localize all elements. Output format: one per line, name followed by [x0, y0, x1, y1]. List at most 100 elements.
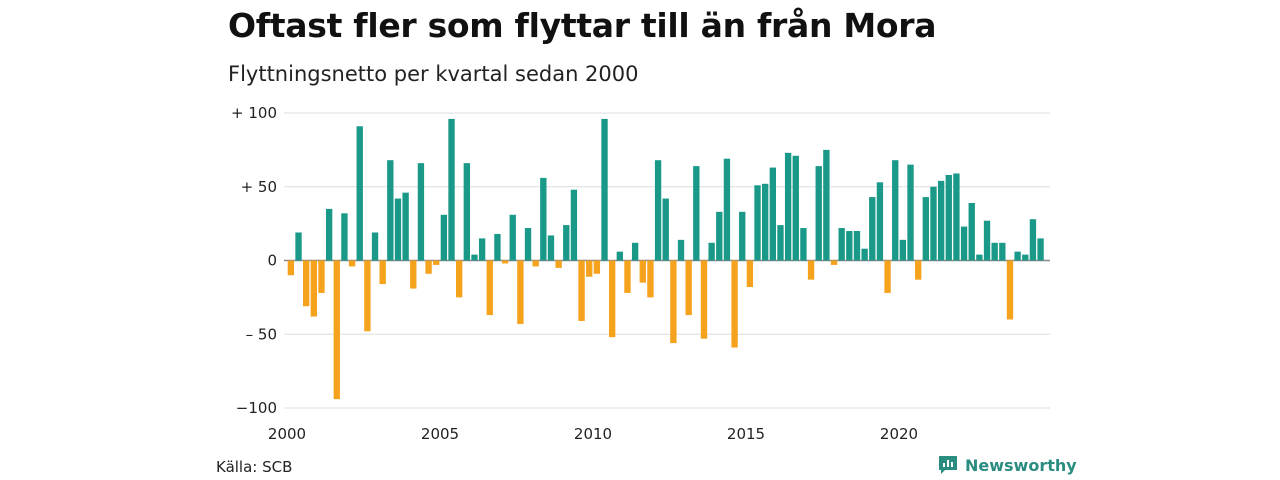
bar	[915, 260, 922, 280]
bar	[777, 225, 784, 261]
bar	[379, 260, 386, 285]
bar	[609, 260, 616, 338]
bar	[333, 260, 340, 400]
bar	[563, 225, 570, 261]
bar	[647, 260, 654, 298]
bar	[1022, 254, 1029, 261]
bar	[846, 231, 853, 261]
bar	[1014, 251, 1021, 261]
bar	[892, 160, 899, 261]
y-tick-label: −100	[236, 399, 277, 417]
bar	[624, 260, 631, 293]
bar	[945, 174, 952, 261]
bar	[800, 228, 807, 261]
bar	[433, 260, 440, 265]
bar	[509, 214, 516, 261]
bar	[517, 260, 524, 324]
bar	[746, 260, 754, 288]
bar	[547, 235, 555, 261]
bar	[815, 166, 822, 261]
y-tick-label: + 100	[231, 104, 277, 122]
bar	[440, 214, 448, 261]
bar	[410, 260, 417, 289]
bar	[639, 260, 646, 283]
bar	[348, 260, 356, 267]
bar	[723, 158, 731, 261]
y-tick-label: 0	[267, 252, 277, 270]
bar	[387, 160, 394, 261]
bar	[371, 232, 379, 261]
bar	[693, 166, 700, 261]
bar	[586, 260, 593, 277]
brand-logo: Newsworthy	[937, 454, 1077, 476]
bar	[601, 118, 608, 261]
bar	[968, 202, 975, 261]
bar	[295, 232, 302, 261]
bar	[670, 260, 677, 344]
bar	[631, 242, 639, 261]
bar	[708, 242, 715, 261]
bar	[739, 211, 746, 261]
bar	[570, 189, 578, 261]
bar	[999, 242, 1006, 261]
bar	[555, 260, 562, 268]
bar	[991, 242, 998, 261]
bar	[716, 211, 723, 261]
bar	[524, 228, 532, 261]
bar	[417, 163, 425, 261]
bar	[922, 197, 929, 261]
newsworthy-logo-icon	[939, 456, 957, 474]
bar	[677, 239, 685, 261]
bar	[463, 163, 470, 261]
source-note: Källa: SCB	[216, 458, 293, 476]
bar	[1029, 219, 1037, 261]
bar	[662, 198, 669, 261]
bar	[731, 260, 738, 348]
bar	[318, 260, 325, 293]
bar	[364, 260, 371, 332]
x-axis-labels: 2000 2005 2010 2015 2020	[268, 425, 918, 443]
bar	[448, 118, 455, 261]
bar	[616, 251, 623, 261]
y-tick-label: – 50	[246, 325, 277, 343]
bar	[869, 197, 876, 261]
bar	[478, 238, 486, 261]
bar	[983, 220, 991, 261]
bar	[593, 260, 601, 274]
x-tick-label: 2005	[421, 425, 459, 443]
x-tick-label: 2020	[880, 425, 918, 443]
x-tick-label: 2015	[727, 425, 765, 443]
bar	[532, 260, 539, 267]
bar	[762, 183, 769, 261]
x-tick-label: 2010	[574, 425, 612, 443]
bar	[1037, 238, 1044, 261]
bar	[471, 254, 478, 261]
x-tick-label: 2000	[268, 425, 306, 443]
bar	[325, 208, 333, 261]
bar	[838, 228, 845, 261]
bar	[899, 239, 907, 261]
bar	[540, 177, 547, 261]
brand-name: Newsworthy	[965, 455, 1077, 475]
bar	[394, 198, 402, 261]
bars	[287, 118, 1044, 400]
bar	[792, 155, 799, 261]
bar	[884, 260, 891, 293]
bar	[953, 173, 960, 261]
bar	[310, 260, 317, 317]
bar	[654, 160, 662, 261]
bar	[341, 213, 348, 261]
bar	[486, 260, 493, 316]
bar	[685, 260, 692, 316]
bar	[807, 260, 815, 280]
bar	[287, 260, 295, 276]
bar	[456, 260, 463, 298]
bar	[937, 180, 945, 261]
bar	[960, 226, 968, 261]
bar	[754, 185, 761, 261]
bar	[425, 260, 432, 274]
bar	[876, 182, 884, 261]
y-tick-label: + 50	[241, 178, 277, 196]
bar	[1006, 260, 1014, 320]
